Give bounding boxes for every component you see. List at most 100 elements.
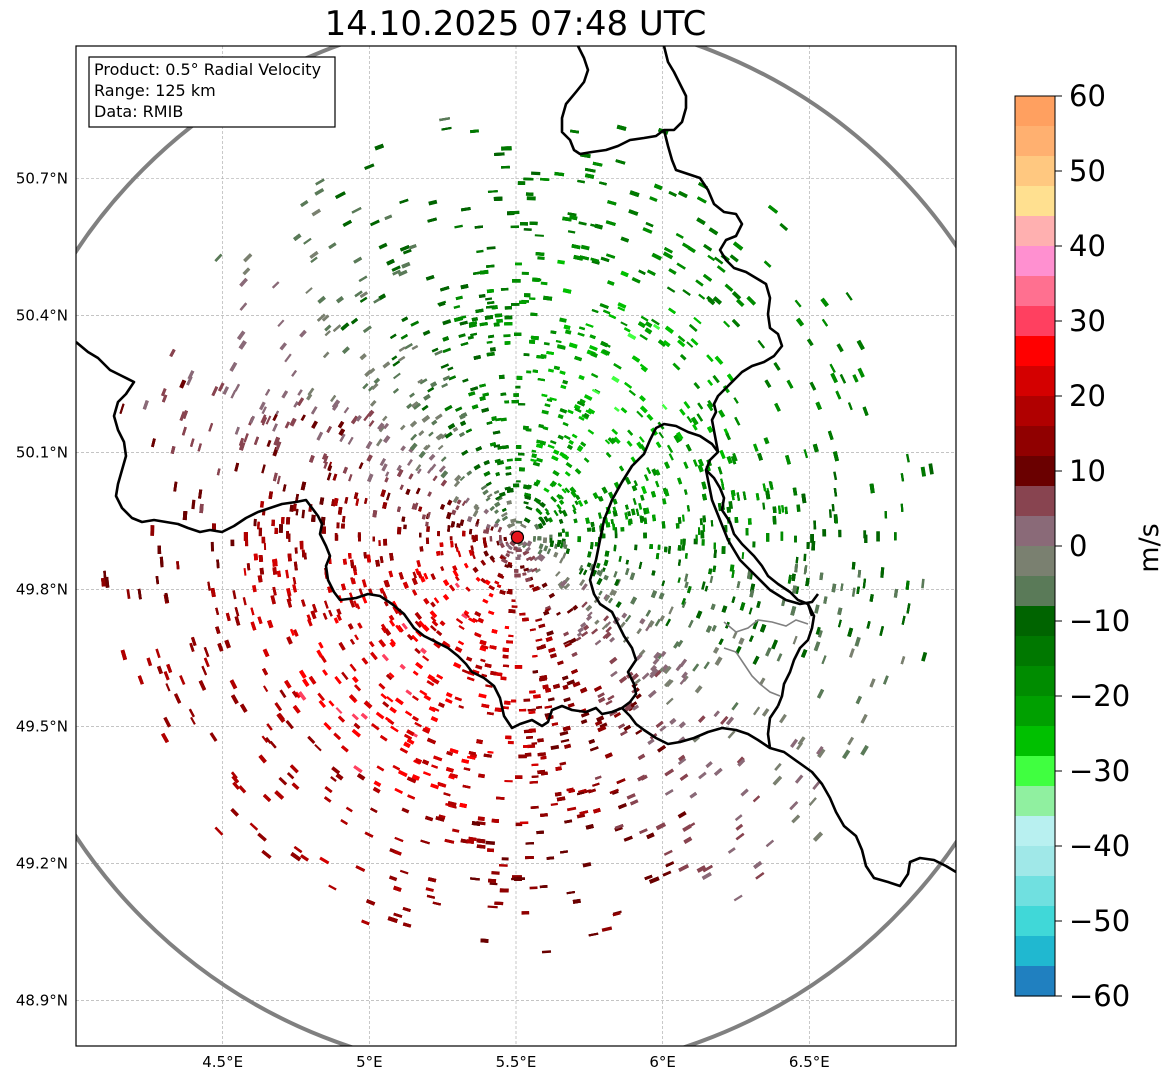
echo-gate: [497, 526, 503, 533]
echo-gate: [658, 431, 665, 439]
echo-gate: [645, 507, 650, 514]
echo-gate: [503, 536, 507, 541]
echo-gate: [395, 697, 404, 706]
echo-gate: [580, 441, 587, 447]
echo-gate: [777, 505, 782, 515]
echo-gate: [208, 422, 214, 432]
echo-gate: [471, 552, 476, 560]
echo-gate: [794, 774, 804, 784]
echo-gate: [644, 874, 653, 881]
echo-gate: [340, 583, 347, 591]
echo-gate: [289, 417, 297, 427]
echo-gate: [496, 584, 502, 589]
echo-gate: [203, 646, 210, 658]
echo-gate: [370, 722, 380, 731]
echo-gate: [273, 436, 281, 446]
echo-gate: [382, 361, 391, 369]
echo-gate: [610, 437, 617, 444]
echo-gate: [440, 432, 448, 440]
echo-gate: [198, 680, 207, 691]
echo-gate: [366, 454, 373, 462]
echo-gate: [619, 465, 625, 472]
echo-gate: [430, 601, 436, 608]
echo-gate: [752, 620, 759, 630]
echo-gate: [731, 702, 739, 711]
echo-gate: [588, 738, 596, 745]
echo-gate: [563, 324, 571, 330]
echo-gate: [259, 401, 266, 411]
echo-gate: [599, 303, 609, 309]
echo-gate: [324, 330, 331, 337]
echo-gate: [336, 522, 340, 529]
echo-gate: [567, 212, 577, 217]
echo-gate: [355, 603, 361, 610]
echo-gate: [829, 363, 836, 373]
echo-gate: [309, 455, 315, 463]
echo-gate: [359, 291, 368, 298]
echo-gate: [406, 776, 417, 784]
echo-gate: [452, 496, 459, 504]
echo-gate: [358, 588, 364, 596]
echo-gate: [407, 633, 414, 641]
echo-gate: [808, 797, 817, 806]
echo-gate: [406, 403, 413, 409]
echo-gate: [349, 663, 357, 672]
echo-gate: [459, 475, 466, 482]
echo-gate: [501, 558, 508, 564]
echo-gate: [376, 765, 385, 772]
echo-gate: [577, 445, 584, 451]
echo-gate: [174, 693, 182, 704]
echo-gate: [585, 323, 594, 328]
echo-gate: [564, 743, 572, 749]
echo-gate: [475, 308, 484, 314]
echo-gate: [707, 298, 716, 306]
echo-gate: [137, 675, 144, 685]
echo-gate: [303, 237, 312, 245]
echo-gate: [682, 538, 686, 546]
echo-gate: [586, 527, 592, 532]
echo-gate: [495, 471, 501, 477]
echo-gate: [745, 527, 749, 536]
echo-gate: [372, 510, 378, 518]
echo-gate: [900, 656, 906, 665]
echo-gate: [316, 313, 326, 322]
echo-gate: [666, 444, 674, 453]
echo-gate: [508, 609, 516, 614]
echo-gate: [567, 702, 575, 708]
echo-gate: [404, 733, 413, 741]
echo-gate: [636, 410, 644, 418]
echo-gate: [452, 426, 459, 433]
echo-gate: [399, 747, 408, 754]
echo-gate: [460, 420, 467, 427]
echo-gate: [284, 353, 292, 363]
echo-gate: [453, 316, 464, 323]
echo-gate: [668, 190, 677, 197]
echo-gate: [451, 828, 460, 833]
echo-gate: [594, 639, 602, 646]
echo-gate: [189, 438, 195, 448]
echo-gate: [661, 403, 668, 410]
echo-gate: [561, 528, 565, 533]
echo-gate: [189, 642, 195, 652]
echo-gate: [695, 534, 698, 542]
echo-gate: [666, 679, 674, 688]
echo-gate: [690, 338, 699, 346]
echo-gate: [384, 214, 393, 220]
echo-gate: [163, 716, 172, 728]
echo-gate: [822, 529, 827, 537]
echo-gate: [553, 365, 560, 371]
echo-gate: [482, 598, 489, 604]
echo-gate: [764, 379, 772, 388]
echo-gate: [532, 369, 539, 373]
echo-gate: [698, 293, 706, 300]
echo-gate: [404, 343, 413, 350]
echo-gate: [792, 585, 797, 594]
echo-gate: [614, 579, 620, 587]
echo-gate: [860, 714, 868, 724]
echo-gate: [701, 872, 712, 880]
echo-gate: [453, 304, 461, 309]
echo-gate: [486, 264, 495, 268]
echo-gate: [607, 200, 617, 206]
echo-gate: [440, 363, 449, 369]
echo-gate: [486, 340, 493, 344]
